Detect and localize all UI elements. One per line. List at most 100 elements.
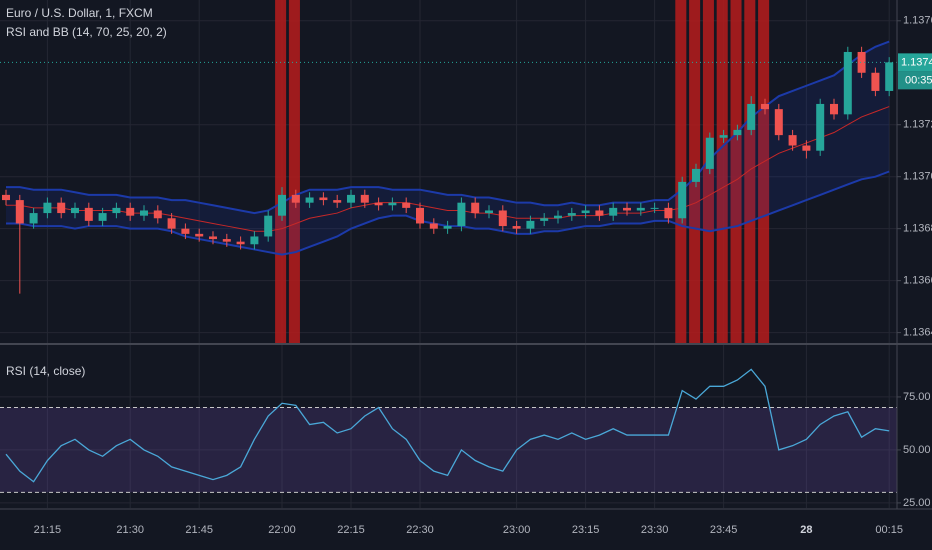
signal-highlight — [758, 0, 770, 343]
candle-body — [802, 145, 811, 151]
indicator-title: RSI and BB (14, 70, 25, 20, 2) — [6, 25, 167, 39]
candle-body — [57, 202, 66, 214]
candle-body — [457, 202, 466, 227]
candle-body — [15, 200, 24, 224]
x-tick-label: 22:15 — [337, 524, 365, 536]
x-tick-label: 21:30 — [116, 524, 144, 536]
candle-body — [471, 202, 480, 214]
countdown-label: 00:35 — [905, 74, 932, 86]
signal-highlight — [288, 0, 300, 343]
y-tick-label: 1.13640 — [903, 327, 932, 339]
candle-body — [98, 213, 107, 221]
y-tick-label: 1.13720 — [903, 119, 932, 131]
y-tick-label: 25.00 — [903, 497, 931, 509]
candle-body — [153, 210, 162, 219]
candle-body — [540, 218, 549, 221]
candle-body — [443, 226, 452, 229]
signal-highlight — [730, 0, 742, 343]
candle-body — [761, 103, 769, 110]
chart-title: Euro / U.S. Dollar, 1, FXCM — [6, 6, 153, 20]
candle-body — [181, 228, 190, 234]
x-tick-label: 23:00 — [503, 524, 531, 536]
rsi-band — [0, 407, 897, 493]
candle-body — [126, 207, 135, 216]
x-tick-label: 23:45 — [710, 524, 738, 536]
candle-body — [885, 62, 894, 91]
candle-body — [167, 218, 176, 229]
candle-body — [595, 210, 604, 216]
candle-body — [195, 233, 204, 237]
signal-highlight — [716, 0, 728, 343]
candle-body — [526, 220, 535, 229]
bb-upper — [6, 40, 890, 215]
bb-basis — [6, 106, 890, 232]
x-tick-label: 28 — [800, 524, 812, 536]
candle-body — [871, 72, 880, 91]
candle-body — [692, 168, 700, 182]
y-tick-label: 75.00 — [903, 391, 931, 403]
x-tick-label: 21:15 — [34, 524, 62, 536]
candle-body — [140, 210, 148, 216]
candle-body — [360, 194, 369, 203]
candle-body — [333, 200, 342, 203]
candle-body — [222, 239, 231, 242]
candle-body — [347, 194, 355, 203]
plot — [0, 0, 897, 508]
candle-body — [650, 207, 659, 209]
candle-body — [2, 194, 10, 201]
y-tick-label: 50.00 — [903, 444, 931, 456]
candle-body — [774, 109, 783, 136]
signal-highlight — [744, 0, 756, 343]
candle-body — [705, 137, 714, 169]
candle-body — [278, 194, 286, 216]
candle-body — [733, 129, 742, 136]
countdown-badge — [898, 71, 932, 90]
candle-body — [291, 194, 300, 203]
signal-highlight — [675, 0, 687, 343]
candle-body — [43, 202, 52, 214]
candle-body — [485, 210, 493, 214]
x-tick-label: 21:45 — [185, 524, 213, 536]
candle-body — [857, 51, 866, 73]
candle-body — [305, 197, 314, 203]
candle-body — [678, 181, 687, 219]
signal-highlight — [275, 0, 287, 343]
candle-body — [609, 207, 618, 216]
x-tick-label: 22:30 — [406, 524, 434, 536]
candle-body — [512, 226, 521, 229]
candle-body — [623, 207, 631, 211]
candle-body — [554, 215, 562, 219]
candle-body — [747, 103, 756, 130]
candle-body — [29, 213, 38, 224]
rsi-title: RSI (14, close) — [6, 364, 85, 378]
x-tick-label: 22:00 — [268, 524, 296, 536]
candle-body — [236, 241, 245, 245]
candle-body — [581, 210, 590, 214]
candle-body — [429, 223, 438, 229]
x-tick-label: 23:15 — [572, 524, 600, 536]
x-tick-label: 00:15 — [875, 524, 903, 536]
candle-body — [84, 207, 93, 221]
candle-body — [664, 207, 673, 219]
last-price-badge — [898, 53, 932, 72]
candle-body — [416, 207, 424, 224]
candle-body — [209, 236, 217, 240]
candle-body — [816, 103, 825, 151]
candle-body — [264, 215, 273, 237]
rsi-line — [5, 368, 890, 483]
candle-body — [250, 236, 259, 245]
candle-body — [636, 207, 645, 211]
x-tick-label: 23:30 — [641, 524, 669, 536]
y-tick-label: 1.13680 — [903, 223, 932, 235]
candle-body — [112, 207, 121, 214]
candle-body — [567, 213, 576, 216]
last-price-label: 1.13744 — [901, 56, 932, 68]
candle-body — [388, 202, 397, 206]
y-tick-label: 1.13660 — [903, 275, 932, 287]
candle-body — [402, 202, 411, 208]
candle-body — [71, 207, 79, 214]
candle-body — [719, 135, 728, 138]
